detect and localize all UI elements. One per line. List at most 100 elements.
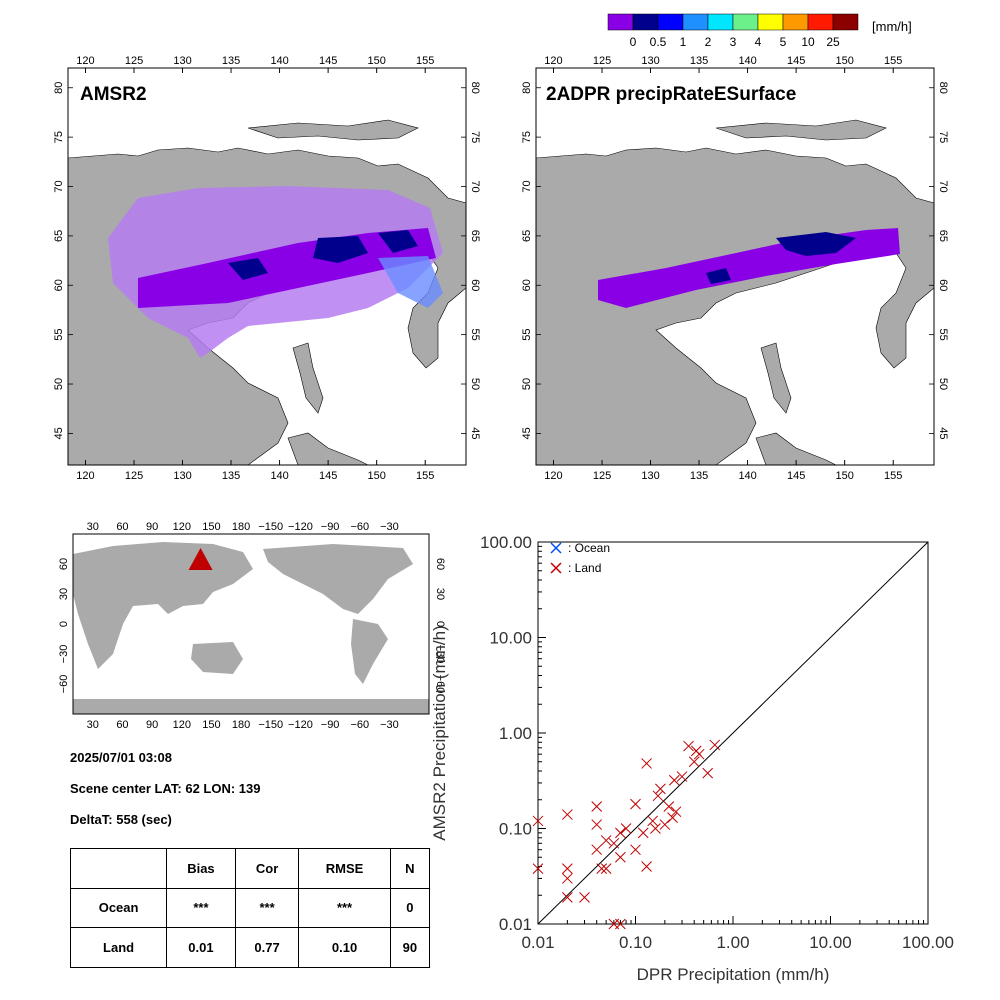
lat-label-right: 50 [937, 378, 949, 390]
amsr2-map: AMSR2 120 120 125 125 130 130 135 135 140 140 145 1… [53, 55, 481, 482]
world-lat-label: 30 [58, 588, 70, 600]
colorbar-swatch [632, 13, 659, 31]
lon-label-bottom: 155 [416, 470, 434, 482]
scatter-plot: 0.01 0.10 1.00 10.00 100.00 0.01 0.10 1.00 10.0… [430, 533, 954, 984]
world-lon-label: −150 [258, 719, 283, 731]
scatter-point [579, 892, 590, 903]
world-lon-label: 60 [116, 719, 128, 731]
scatter-point [620, 823, 632, 834]
lon-label-bottom: 125 [593, 470, 611, 482]
lat-label-right: 65 [937, 230, 949, 242]
scatter-point [630, 844, 641, 856]
lat-label-left: 60 [521, 279, 533, 291]
lat-label-left: 70 [521, 180, 533, 192]
lat-label-right: 75 [937, 131, 949, 143]
x-tick-label: 100.00 [902, 933, 954, 952]
stats-header-cell [69, 848, 168, 889]
lat-label-right: 50 [469, 378, 481, 390]
table-row: Ocean *** *** *** 0 [69, 887, 431, 929]
lon-label-top: 145 [319, 55, 337, 67]
colorbar-swatch [607, 13, 634, 31]
world-lon-label: 150 [202, 521, 220, 533]
world-lon-label: −60 [350, 521, 369, 533]
lat-label-right: 45 [937, 427, 949, 439]
lon-label-bottom: 135 [690, 470, 708, 482]
colorbar-label: 1 [680, 35, 687, 49]
lat-label-left: 65 [521, 230, 533, 242]
lon-label-top: 140 [738, 55, 756, 67]
scatter-point [532, 863, 544, 874]
scatter-point [600, 835, 612, 846]
scatter-point [655, 783, 666, 795]
stats-cell: *** [234, 887, 300, 929]
colorbar-swatch [732, 13, 759, 31]
world-lat-label: 0 [434, 621, 446, 627]
scatter-point [659, 819, 671, 830]
scatter-point [637, 827, 649, 839]
scatter-point [668, 774, 680, 786]
scatter-point [647, 815, 659, 827]
lat-label-left: 55 [521, 329, 533, 341]
scatter-point [591, 819, 603, 830]
y-tick-label: 100.00 [480, 533, 532, 552]
lat-label-left: 70 [53, 180, 65, 192]
lat-label-right: 60 [469, 279, 481, 291]
x-tick-label: 0.10 [619, 933, 652, 952]
world-map: 30 60 90 120 150 180 −150 −120 −90 −60 −30 30 60 90 1… [58, 521, 446, 731]
y-axis-label: AMSR2 Precipitation (mm/h) [430, 625, 449, 840]
one-to-one-line [537, 541, 929, 925]
lat-label-left: 50 [53, 378, 65, 390]
lon-label-bottom: 145 [319, 470, 337, 482]
world-lat-label: 60 [434, 558, 446, 570]
colorbar-label: 10 [801, 35, 815, 49]
scatter-point [630, 798, 641, 810]
legend-entry: : Land [550, 561, 601, 575]
lon-label-top: 135 [690, 55, 708, 67]
scatter-point [663, 801, 675, 812]
colorbar-label: 5 [780, 35, 787, 49]
world-lat-label: −60 [434, 675, 446, 694]
colorbar-swatch [782, 13, 809, 31]
lon-label-top: 125 [593, 55, 611, 67]
lat-label-left: 80 [53, 82, 65, 94]
stats-row-label: Ocean [69, 887, 168, 929]
x-tick-label: 1.00 [716, 933, 749, 952]
lon-label-top: 150 [836, 55, 854, 67]
colorbar-label: 4 [755, 35, 762, 49]
stats-header-cor: Cor [234, 848, 300, 889]
world-lon-label: 180 [232, 521, 250, 533]
colorbar-swatch [757, 13, 784, 31]
lon-label-bottom: 120 [544, 470, 562, 482]
scatter-point [615, 827, 626, 839]
scatter-point [561, 873, 573, 884]
world-lon-label: −150 [258, 521, 283, 533]
y-tick-label: 10.00 [489, 629, 532, 648]
world-lon-label: 60 [116, 521, 128, 533]
lon-label-bottom: 135 [222, 470, 240, 482]
scatter-point [561, 863, 573, 874]
world-lon-label: 90 [146, 521, 158, 533]
stats-header-bias: Bias [166, 848, 236, 889]
dpr-map-title: 2ADPR precipRateESurface [546, 84, 796, 105]
stats-cell: 90 [389, 927, 431, 968]
lon-label-bottom: 150 [368, 470, 386, 482]
scatter-point [561, 892, 573, 903]
scene-location-marker [188, 548, 213, 570]
lat-label-left: 60 [53, 279, 65, 291]
lat-label-left: 65 [53, 230, 65, 242]
x-tick-label: 10.00 [809, 933, 852, 952]
stats-cell: *** [166, 887, 236, 929]
scatter-point [600, 863, 612, 874]
colorbar: 0 0.5 1 2 3 4 5 10 25 [mm/h] [607, 13, 912, 49]
stats-row-label: Land [69, 927, 168, 968]
scatter-point [641, 758, 652, 769]
legend-entry: : Ocean [550, 541, 610, 555]
world-lat-label: −30 [434, 645, 446, 664]
lon-label-top: 120 [76, 55, 94, 67]
scatter-point [608, 837, 620, 849]
lat-label-right: 55 [469, 329, 481, 341]
scene-datetime: 2025/07/01 03:08 [70, 750, 172, 765]
lon-label-bottom: 150 [836, 470, 854, 482]
stats-header-rmse: RMSE [298, 848, 391, 889]
amsr2-map-title: AMSR2 [80, 84, 147, 105]
